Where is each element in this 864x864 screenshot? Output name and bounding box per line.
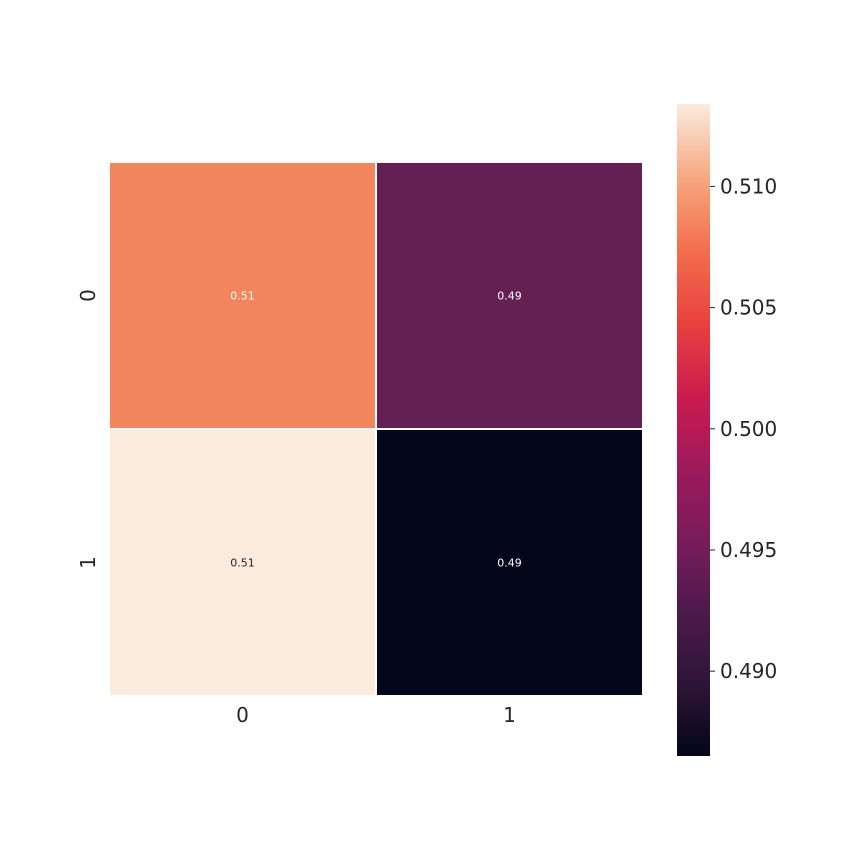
cell-annotation-0-1: 0.49 [497,290,522,303]
x-tick-label: 0 [236,703,249,727]
heatmap-cell-0-1 [375,161,644,430]
heatmap-cells: 0.51 0.49 0.51 0.49 [108,161,644,697]
y-tick-label: 1 [76,556,100,569]
colorbar: 0.490 0.495 0.500 0.505 0.510 [677,104,777,756]
colorbar-tick-label: 0.500 [720,417,777,441]
heatmap-cell-1-1 [375,428,644,697]
cell-annotation-0-0: 0.51 [230,290,255,303]
colorbar-tick-label: 0.505 [720,296,777,320]
colorbar-tick-label: 0.510 [720,174,777,198]
colorbar-tick-label: 0.495 [720,538,777,562]
colorbar-gradient [677,104,710,756]
cell-annotation-1-1: 0.49 [497,557,522,570]
heatmap-cell-1-0 [108,428,377,697]
y-tick-label: 0 [76,289,100,302]
colorbar-tick-label: 0.490 [720,659,777,683]
cell-annotation-1-0: 0.51 [230,557,255,570]
heatmap-cell-0-0 [108,161,377,430]
y-axis-ticks: 01 [76,289,100,569]
x-tick-label: 1 [503,703,516,727]
